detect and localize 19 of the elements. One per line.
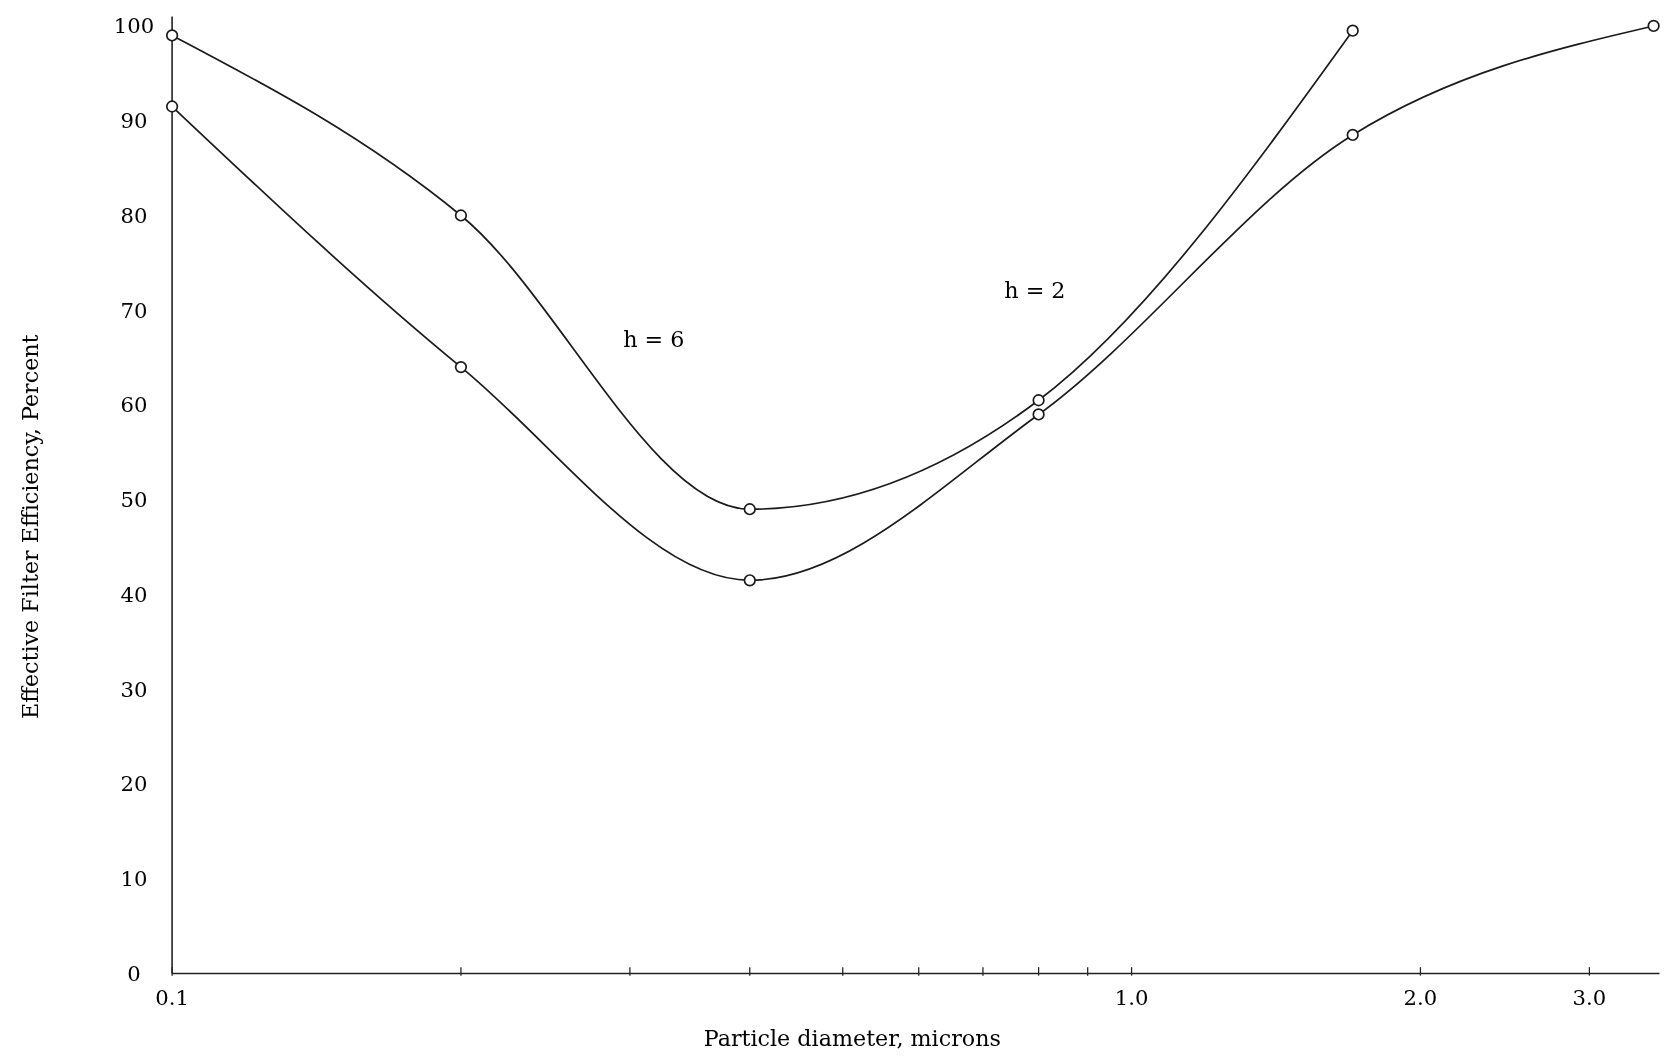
annotation: h = 6 — [623, 326, 685, 353]
annotation: h = 2 — [1004, 276, 1066, 303]
y-tick-label: 10 — [120, 866, 148, 892]
x-tick-label: 0.1 — [155, 985, 189, 1011]
y-tick-label: 80 — [120, 202, 148, 228]
y-tick-label: 0 — [127, 960, 141, 986]
y-tick-label: 90 — [120, 108, 148, 134]
y-tick-label: 70 — [120, 297, 148, 323]
y-axis-title: Effective Filter Efficiency, Percent — [16, 334, 43, 720]
y-tick-label: 30 — [120, 676, 148, 702]
x-tick-label: 1.0 — [1114, 985, 1149, 1011]
y-tick-label: 50 — [120, 487, 148, 513]
x-tick-label: 2.0 — [1403, 985, 1438, 1011]
x-tick-label: 3.0 — [1572, 985, 1607, 1011]
y-tick-label: 60 — [120, 392, 148, 418]
y-tick-label: 20 — [120, 771, 148, 797]
x-axis-title: Particle diameter, microns — [703, 1024, 1001, 1051]
y-tick-label: 40 — [120, 581, 148, 607]
y-tick-label: 100 — [113, 13, 155, 39]
